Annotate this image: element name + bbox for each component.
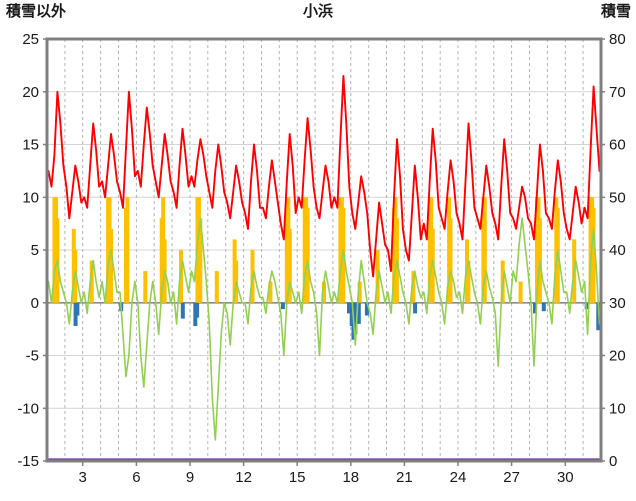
svg-text:18: 18 xyxy=(342,469,359,486)
svg-text:6: 6 xyxy=(132,469,140,486)
svg-text:20: 20 xyxy=(609,348,626,365)
right-axis-title: 積雪 xyxy=(600,3,631,20)
svg-text:24: 24 xyxy=(450,469,467,486)
svg-text:50: 50 xyxy=(609,189,626,206)
chart-title: 小浜 xyxy=(302,3,333,20)
svg-text:5: 5 xyxy=(31,242,39,259)
svg-text:10: 10 xyxy=(22,189,39,206)
svg-text:0: 0 xyxy=(31,295,39,312)
svg-text:12: 12 xyxy=(235,469,252,486)
svg-text:-10: -10 xyxy=(17,400,39,417)
svg-text:80: 80 xyxy=(609,31,626,48)
svg-text:60: 60 xyxy=(609,137,626,154)
svg-text:30: 30 xyxy=(609,295,626,312)
svg-text:-5: -5 xyxy=(26,348,39,365)
left-axis-title: 積雪以外 xyxy=(6,3,67,20)
svg-text:21: 21 xyxy=(396,469,413,486)
svg-text:-15: -15 xyxy=(17,453,39,470)
svg-text:27: 27 xyxy=(503,469,520,486)
svg-text:25: 25 xyxy=(22,31,39,48)
svg-text:40: 40 xyxy=(609,242,626,259)
svg-text:20: 20 xyxy=(22,84,39,101)
svg-text:30: 30 xyxy=(557,469,574,486)
svg-text:15: 15 xyxy=(22,137,39,154)
svg-text:9: 9 xyxy=(186,469,194,486)
svg-text:70: 70 xyxy=(609,84,626,101)
svg-text:15: 15 xyxy=(289,469,306,486)
svg-text:10: 10 xyxy=(609,400,626,417)
svg-text:0: 0 xyxy=(609,453,617,470)
svg-text:3: 3 xyxy=(79,469,87,486)
